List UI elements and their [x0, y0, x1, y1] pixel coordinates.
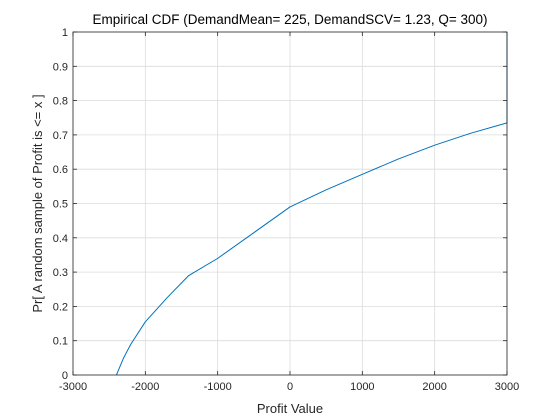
y-tick-label: 1 — [62, 27, 68, 39]
y-tick-label: 0.6 — [53, 164, 68, 176]
chart-title: Empirical CDF (DemandMean= 225, DemandSC… — [92, 12, 487, 27]
x-tick-label: -3000 — [59, 381, 87, 393]
x-tick-label: -2000 — [131, 381, 159, 393]
y-axis-title: Pr[ A random sample of Profit is <= x ] — [30, 94, 45, 312]
series-layer — [115, 32, 508, 376]
y-tick-label: 0.1 — [53, 336, 68, 348]
cdf-series-line — [115, 32, 508, 376]
x-tick-label: 3000 — [495, 381, 519, 393]
x-tick-label: 0 — [287, 381, 293, 393]
y-tick-label: 0.7 — [53, 130, 68, 142]
x-tick-label: -1000 — [204, 381, 232, 393]
y-tick-label: 0 — [62, 370, 68, 382]
x-tick-label: 2000 — [422, 381, 446, 393]
y-tick-label: 0.8 — [53, 96, 68, 108]
tick-marks — [72, 31, 508, 376]
y-tick-label: 0.5 — [53, 199, 68, 211]
x-tick-labels: -3000 -2000 -1000 0 1000 2000 3000 — [59, 381, 519, 393]
x-tick-label: 1000 — [350, 381, 374, 393]
y-tick-labels: 0 0.1 0.2 0.3 0.4 0.5 0.6 0.7 0.8 0.9 1 — [53, 27, 68, 382]
y-tick-label: 0.3 — [53, 267, 68, 279]
x-axis-title: Profit Value — [257, 401, 323, 416]
y-tick-label: 0.9 — [53, 61, 68, 73]
y-tick-label: 0.4 — [53, 233, 68, 245]
y-tick-label: 0.2 — [53, 301, 68, 313]
